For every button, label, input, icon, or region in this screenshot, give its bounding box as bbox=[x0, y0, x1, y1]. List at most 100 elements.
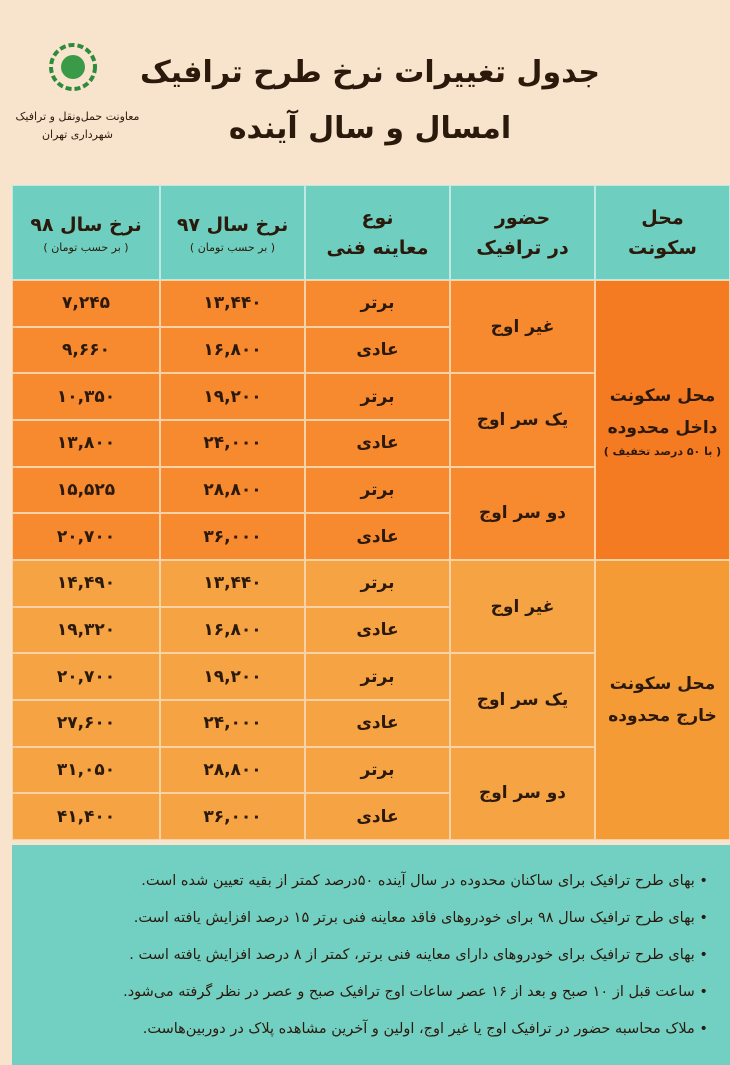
bullet: • bbox=[694, 1021, 708, 1037]
table-cell: ۲۸,۸۰۰ bbox=[160, 466, 305, 514]
cell-text: عادی bbox=[356, 713, 399, 734]
table-cell: عادی bbox=[305, 420, 450, 467]
table-cell: برتر bbox=[305, 653, 450, 700]
cell-text: برتر bbox=[360, 759, 395, 780]
cell-text: ۱۹,۳۲۰ bbox=[56, 619, 116, 640]
presence-text: دو سر اوج bbox=[478, 503, 567, 524]
table-cell: برتر bbox=[305, 466, 450, 514]
cell-text: برتر bbox=[360, 293, 395, 314]
cell-text: ۱۵,۵۲۵ bbox=[56, 479, 116, 500]
cell-text: برتر bbox=[360, 573, 395, 594]
cell-text: ۴۱,۴۰۰ bbox=[56, 806, 116, 827]
table-cell: عادی bbox=[305, 513, 450, 560]
presence-text: دو سر اوج bbox=[478, 783, 567, 804]
column-header: حضور در ترافیک bbox=[450, 185, 595, 280]
cell-text: ۹,۶۶۰ bbox=[62, 339, 110, 360]
column-header: نرخ سال ۹۸ ( بر حسب تومان ) bbox=[12, 185, 160, 280]
title-line: جدول تغییرات نرخ طرح ترافیک bbox=[139, 55, 601, 90]
note-text: بهای طرح ترافیک سال ۹۸ برای خودروهای فاق… bbox=[133, 910, 695, 926]
cell-text: ۳۶,۰۰۰ bbox=[203, 526, 262, 547]
table-cell: ۲۰,۷۰۰ bbox=[12, 513, 160, 560]
table-cell: ۲۸,۸۰۰ bbox=[160, 746, 305, 794]
note: • بهای طرح ترافیک سال ۹۸ برای خودروهای ف… bbox=[18, 908, 708, 928]
table-cell: برتر bbox=[305, 373, 450, 420]
note-text: ملاک محاسبه حضور در ترافیک اوج یا غیر او… bbox=[142, 1021, 695, 1037]
table-cell: عادی bbox=[305, 700, 450, 747]
table-cell: ۴۱,۴۰۰ bbox=[12, 793, 160, 840]
presence-cell: غیر اوج bbox=[450, 560, 595, 654]
table-cell: ۱۹,۳۲۰ bbox=[12, 606, 160, 654]
presence-cell: یک سر اوج bbox=[450, 373, 595, 467]
column-header: محل سکونت bbox=[595, 185, 730, 280]
note-text: بهای طرح ترافیک برای خودروهای دارای معای… bbox=[129, 947, 695, 963]
note: • ساعت قبل از ۱۰ صبح و بعد از ۱۶ عصر ساع… bbox=[18, 982, 708, 1002]
table-cell: ۳۶,۰۰۰ bbox=[160, 793, 305, 840]
table-cell: ۱۵,۵۲۵ bbox=[12, 466, 160, 514]
cell-text: ۲۰,۷۰۰ bbox=[56, 666, 116, 687]
cell-text: برتر bbox=[360, 666, 395, 687]
table-cell: ۱۳,۸۰۰ bbox=[12, 420, 160, 467]
table-cell: ۱۶,۸۰۰ bbox=[160, 606, 305, 654]
table-cell: ۷,۲۴۵ bbox=[12, 280, 160, 327]
presence-text: غیر اوج bbox=[490, 316, 555, 337]
header-line: معاینه فنی bbox=[326, 236, 429, 259]
org-line: معاونت حمل‌ونقل و ترافیک bbox=[15, 110, 140, 123]
cell-text: ۱۶,۸۰۰ bbox=[203, 619, 262, 640]
presence-cell: دو سر اوج bbox=[450, 466, 595, 560]
table-cell: ۲۴,۰۰۰ bbox=[160, 420, 305, 467]
cell-text: برتر bbox=[360, 386, 395, 407]
table-cell: ۹,۶۶۰ bbox=[12, 326, 160, 374]
cell-text: ۱۰,۳۵۰ bbox=[56, 386, 116, 407]
cell-text: عادی bbox=[356, 806, 399, 827]
cell-text: عادی bbox=[356, 619, 399, 640]
table-cell: ۱۹,۲۰۰ bbox=[160, 373, 305, 420]
residence-line: محل سکونت bbox=[609, 674, 716, 694]
table-cell: ۱۰,۳۵۰ bbox=[12, 373, 160, 420]
table-cell: ۱۹,۲۰۰ bbox=[160, 653, 305, 700]
bullet: • bbox=[694, 984, 708, 1000]
title-line: امسال و سال آینده bbox=[228, 111, 512, 146]
header-line: سکونت bbox=[628, 236, 697, 259]
presence-text: یک سر اوج bbox=[476, 409, 569, 430]
cell-text: ۲۸,۸۰۰ bbox=[203, 759, 262, 780]
header-line: نرخ سال ۹۷ bbox=[176, 213, 289, 236]
notes: • بهای طرح ترافیک برای ساکنان محدوده در … bbox=[12, 845, 730, 1065]
header-line: نوع bbox=[361, 206, 394, 229]
cell-text: ۱۳,۴۴۰ bbox=[203, 573, 262, 594]
header-line: محل bbox=[641, 206, 684, 229]
note-text: ساعت قبل از ۱۰ صبح و بعد از ۱۶ عصر ساعات… bbox=[123, 984, 695, 1000]
residence-line: داخل محدوده bbox=[607, 418, 718, 438]
cell-text: ۲۴,۰۰۰ bbox=[203, 713, 262, 734]
note-text: بهای طرح ترافیک برای ساکنان محدوده در سا… bbox=[141, 873, 695, 889]
cell-text: ۲۰,۷۰۰ bbox=[56, 526, 116, 547]
note: • ملاک محاسبه حضور در ترافیک اوج یا غیر … bbox=[18, 1019, 708, 1039]
cell-text: عادی bbox=[356, 433, 399, 454]
table-cell: برتر bbox=[305, 280, 450, 327]
header-line: نرخ سال ۹۸ bbox=[30, 213, 142, 236]
note: • بهای طرح ترافیک برای ساکنان محدوده در … bbox=[18, 871, 708, 891]
cell-text: عادی bbox=[356, 339, 399, 360]
cell-text: ۷,۲۴۵ bbox=[62, 293, 110, 314]
bullet: • bbox=[694, 910, 708, 926]
cell-text: ۱۳,۸۰۰ bbox=[56, 433, 116, 454]
cell-text: ۳۶,۰۰۰ bbox=[203, 806, 262, 827]
cell-text: ۲۴,۰۰۰ bbox=[203, 433, 262, 454]
cell-text: ۳۱,۰۵۰ bbox=[56, 759, 116, 780]
presence-cell: غیر اوج bbox=[450, 280, 595, 374]
logo bbox=[49, 43, 97, 91]
cell-text: ۱۴,۴۹۰ bbox=[56, 573, 116, 594]
cell-text: برتر bbox=[360, 479, 395, 500]
cell-text: ۱۹,۲۰۰ bbox=[203, 666, 262, 687]
table-cell: ۱۴,۴۹۰ bbox=[12, 560, 160, 607]
presence-text: غیر اوج bbox=[490, 596, 555, 617]
table-cell: ۲۴,۰۰۰ bbox=[160, 700, 305, 747]
table-cell: ۲۰,۷۰۰ bbox=[12, 653, 160, 700]
table-cell: ۳۱,۰۵۰ bbox=[12, 746, 160, 794]
presence-cell: یک سر اوج bbox=[450, 653, 595, 747]
header-line: ( بر حسب تومان ) bbox=[43, 240, 129, 254]
column-header: نرخ سال ۹۷ ( بر حسب تومان ) bbox=[160, 185, 305, 280]
cell-text: ۱۶,۸۰۰ bbox=[203, 339, 262, 360]
table-cell: عادی bbox=[305, 793, 450, 840]
bullet: • bbox=[694, 873, 708, 889]
